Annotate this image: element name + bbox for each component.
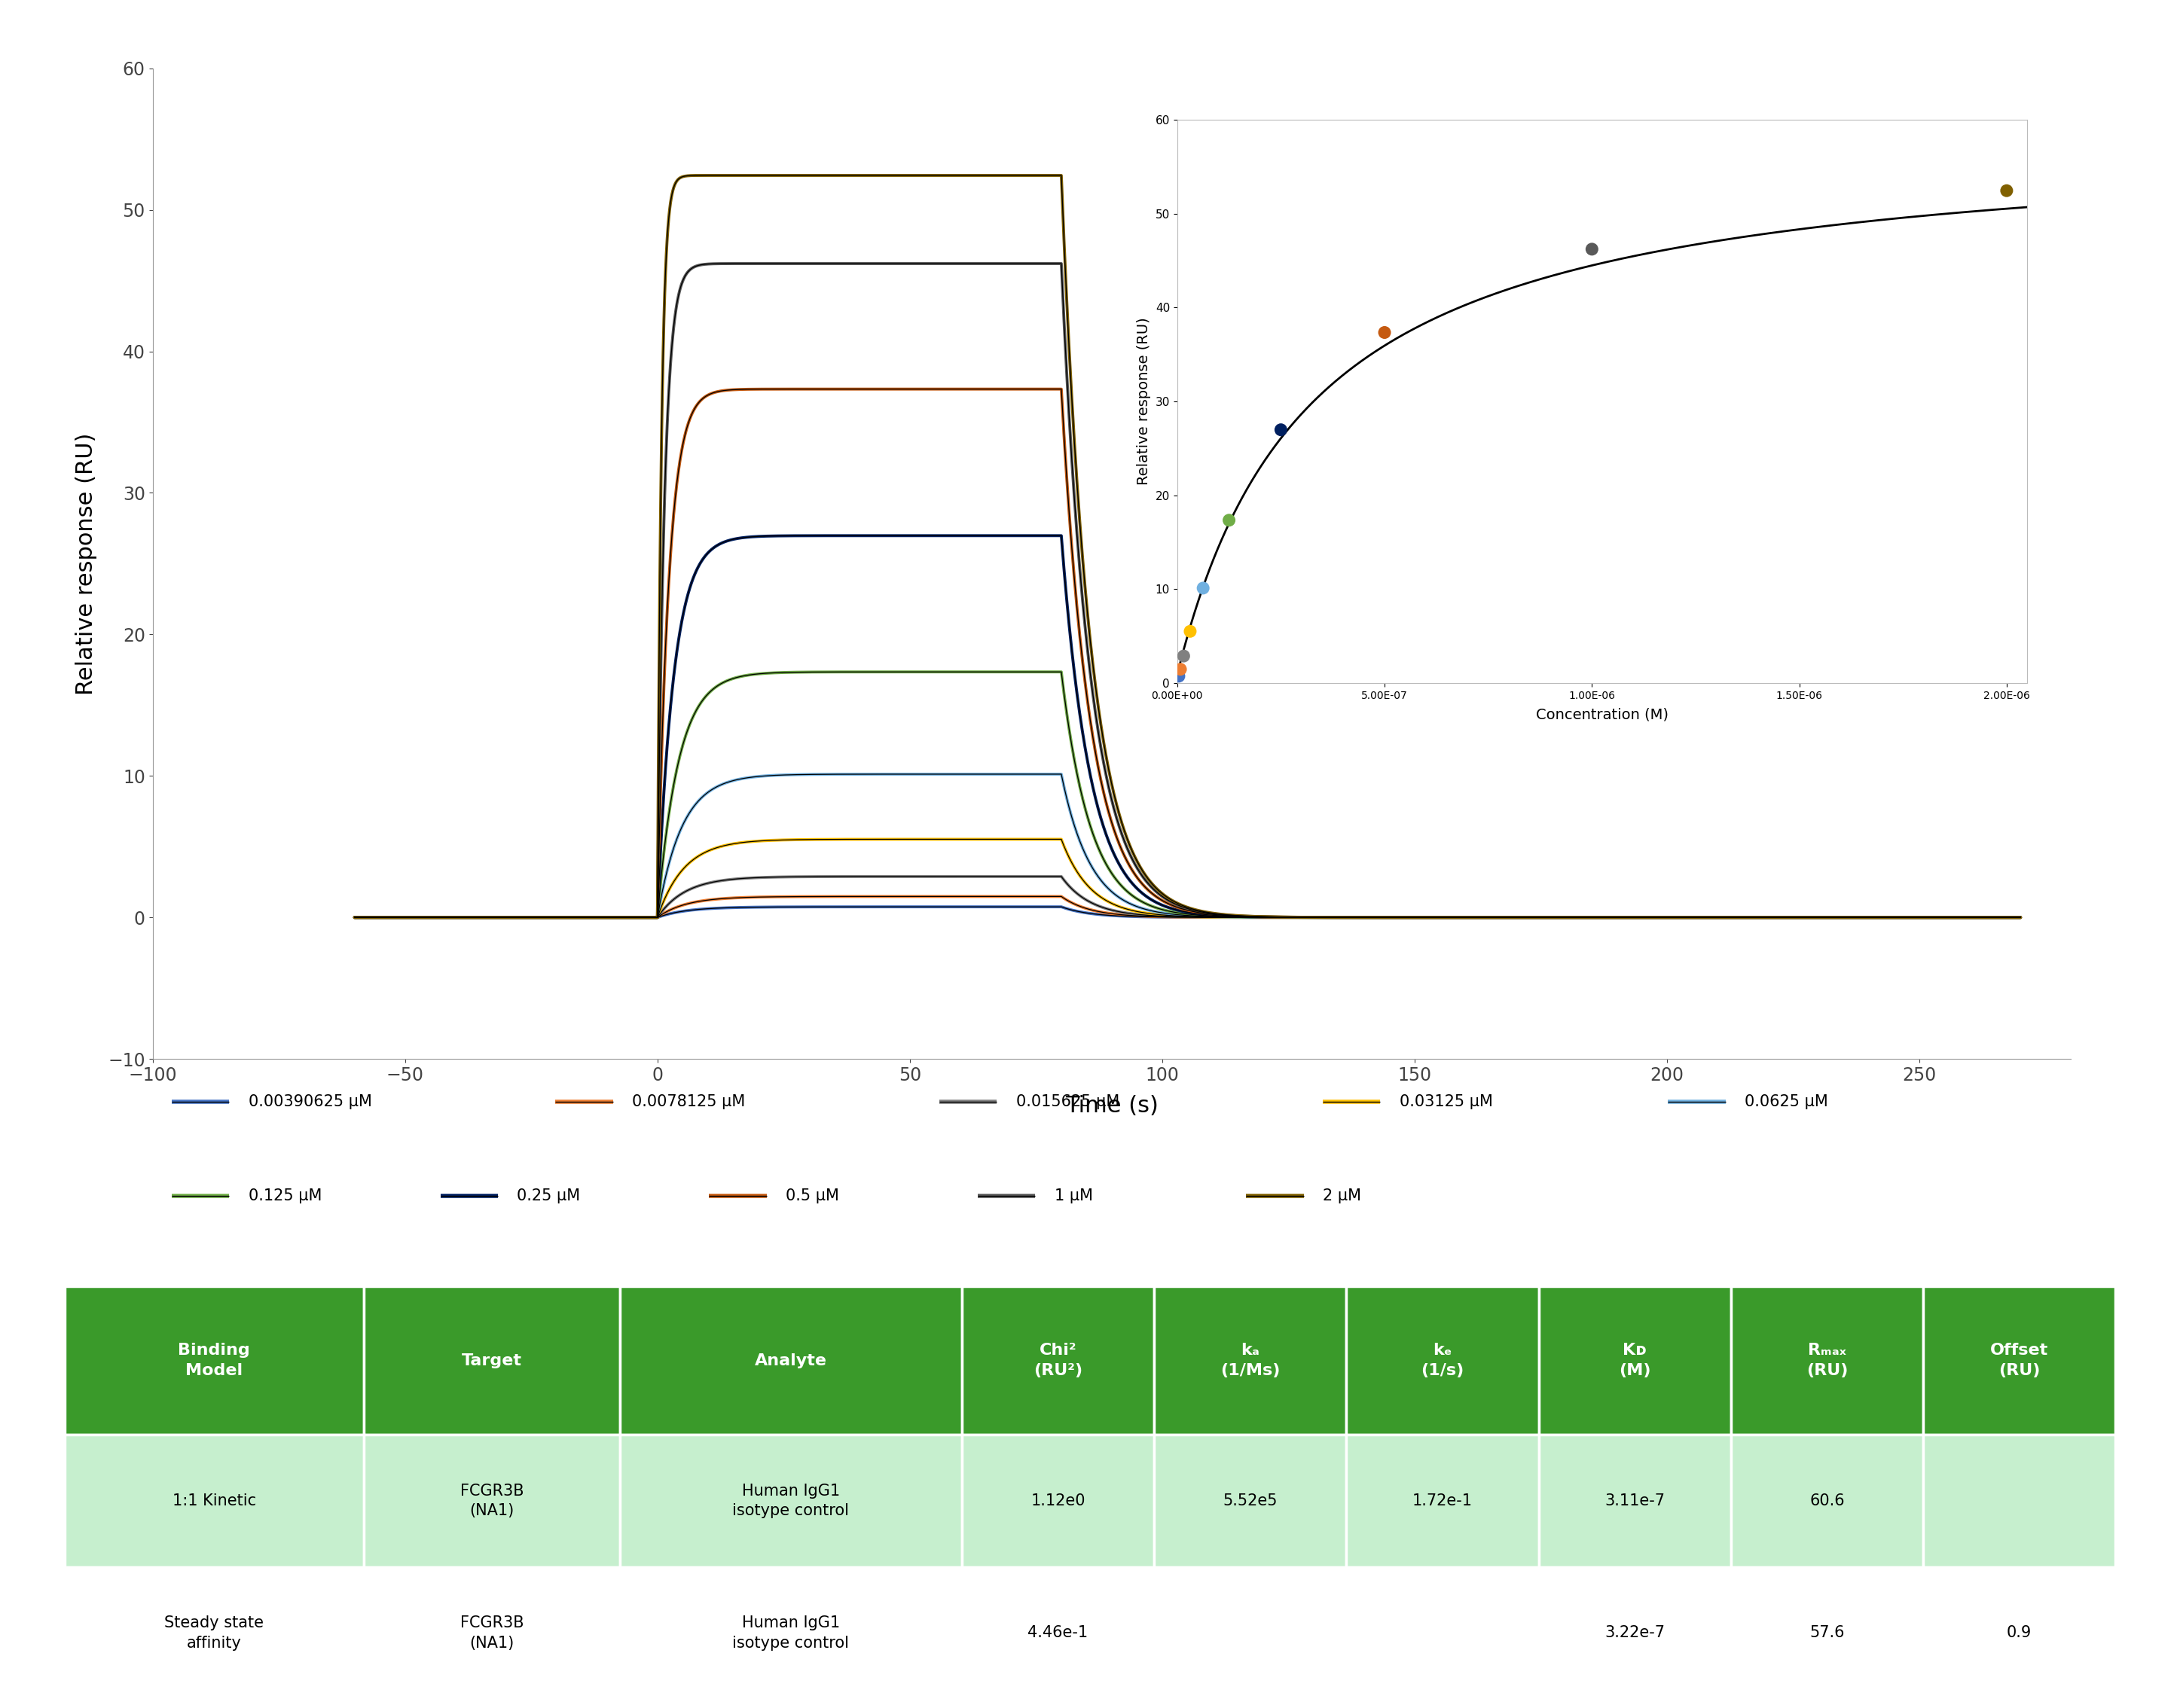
FancyBboxPatch shape (1153, 1286, 1347, 1435)
Text: 0.25 μM: 0.25 μM (517, 1189, 580, 1202)
Text: Steady state
affinity: Steady state affinity (163, 1616, 264, 1650)
Point (1264, 417, 1299, 444)
FancyBboxPatch shape (364, 1435, 619, 1566)
Text: 0.5 μM: 0.5 μM (785, 1189, 839, 1202)
X-axis label: Concentration (M): Concentration (M) (1537, 707, 1668, 722)
Point (1988, 178, 2023, 205)
Point (1173, 618, 1208, 646)
Text: 1.72e-1: 1.72e-1 (1413, 1493, 1474, 1508)
Text: Human IgG1
isotype control: Human IgG1 isotype control (732, 1616, 850, 1650)
FancyBboxPatch shape (1539, 1566, 1731, 1699)
FancyBboxPatch shape (1539, 1435, 1731, 1566)
FancyBboxPatch shape (961, 1435, 1153, 1566)
Text: Human IgG1
isotype control: Human IgG1 isotype control (732, 1484, 850, 1518)
Point (1162, 656, 1197, 683)
FancyBboxPatch shape (1923, 1286, 2115, 1435)
Text: 5.52e5: 5.52e5 (1223, 1493, 1277, 1508)
Point (1212, 507, 1247, 535)
Point (1162, 663, 1197, 690)
Text: Chi²
(RU²): Chi² (RU²) (1033, 1342, 1083, 1378)
Text: 2 μM: 2 μM (1323, 1189, 1360, 1202)
Text: Analyte: Analyte (754, 1353, 826, 1368)
Text: kₑ
(1/s): kₑ (1/s) (1421, 1342, 1465, 1378)
FancyBboxPatch shape (65, 1286, 364, 1435)
FancyBboxPatch shape (1347, 1435, 1539, 1566)
Point (1186, 574, 1221, 601)
Text: 4.46e-1: 4.46e-1 (1027, 1626, 1088, 1641)
Y-axis label: Relative response (RU): Relative response (RU) (76, 432, 98, 695)
FancyBboxPatch shape (364, 1566, 619, 1699)
Text: Target: Target (462, 1353, 521, 1368)
Text: Offset
(RU): Offset (RU) (1990, 1342, 2049, 1378)
Text: 1:1 Kinetic: 1:1 Kinetic (172, 1493, 255, 1508)
Text: 0.9: 0.9 (2008, 1626, 2032, 1641)
FancyBboxPatch shape (1347, 1566, 1539, 1699)
Text: 0.125 μM: 0.125 μM (249, 1189, 323, 1202)
FancyBboxPatch shape (1923, 1435, 2115, 1566)
Point (1367, 319, 1402, 347)
FancyBboxPatch shape (961, 1286, 1153, 1435)
Text: 0.03125 μM: 0.03125 μM (1400, 1095, 1493, 1108)
Text: 3.22e-7: 3.22e-7 (1604, 1626, 1666, 1641)
Point (1166, 642, 1201, 670)
Text: 1 μM: 1 μM (1055, 1189, 1092, 1202)
FancyBboxPatch shape (364, 1286, 619, 1435)
FancyBboxPatch shape (1347, 1286, 1539, 1435)
FancyBboxPatch shape (1153, 1566, 1347, 1699)
Y-axis label: Relative response (RU): Relative response (RU) (1136, 318, 1151, 485)
Text: FCGR3B
(NA1): FCGR3B (NA1) (460, 1616, 523, 1650)
Text: 1.12e0: 1.12e0 (1031, 1493, 1086, 1508)
Text: 0.00390625 μM: 0.00390625 μM (249, 1095, 373, 1108)
Text: 0.0625 μM: 0.0625 μM (1744, 1095, 1829, 1108)
Text: 57.6: 57.6 (1809, 1626, 1844, 1641)
FancyBboxPatch shape (1923, 1566, 2115, 1699)
FancyBboxPatch shape (619, 1435, 961, 1566)
Text: 0.0078125 μM: 0.0078125 μM (632, 1095, 746, 1108)
X-axis label: Time (s): Time (s) (1066, 1095, 1158, 1117)
FancyBboxPatch shape (961, 1566, 1153, 1699)
Text: 3.11e-7: 3.11e-7 (1604, 1493, 1666, 1508)
Text: 0.015625 μM: 0.015625 μM (1016, 1095, 1118, 1108)
Text: 60.6: 60.6 (1809, 1493, 1844, 1508)
FancyBboxPatch shape (619, 1286, 961, 1435)
FancyBboxPatch shape (1731, 1435, 1923, 1566)
Text: Rₘₐₓ
(RU): Rₘₐₓ (RU) (1807, 1342, 1849, 1378)
FancyBboxPatch shape (65, 1566, 364, 1699)
Text: Binding
Model: Binding Model (179, 1342, 251, 1378)
Text: FCGR3B
(NA1): FCGR3B (NA1) (460, 1484, 523, 1518)
FancyBboxPatch shape (619, 1566, 961, 1699)
FancyBboxPatch shape (1539, 1286, 1731, 1435)
FancyBboxPatch shape (65, 1435, 364, 1566)
Text: Kᴅ
(M): Kᴅ (M) (1620, 1342, 1650, 1378)
FancyBboxPatch shape (1153, 1435, 1347, 1566)
FancyBboxPatch shape (1731, 1286, 1923, 1435)
FancyBboxPatch shape (1731, 1566, 1923, 1699)
Point (1574, 236, 1609, 263)
Text: kₐ
(1/Ms): kₐ (1/Ms) (1221, 1342, 1280, 1378)
